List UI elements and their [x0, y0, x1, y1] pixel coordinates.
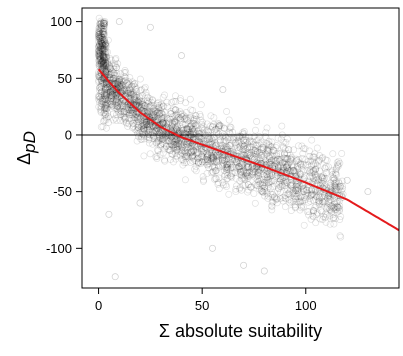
- data-point: [162, 92, 168, 98]
- data-point: [137, 76, 143, 82]
- data-point: [147, 24, 153, 30]
- data-point: [182, 177, 188, 183]
- data-point: [269, 207, 275, 213]
- x-tick-label: 50: [195, 298, 209, 313]
- y-axis: 100 50 0 -50 -100: [46, 14, 82, 256]
- data-point: [178, 53, 184, 59]
- data-point: [220, 87, 226, 93]
- data-point: [216, 186, 222, 192]
- data-point: [251, 191, 257, 197]
- data-point: [241, 262, 247, 268]
- data-point: [106, 211, 112, 217]
- data-point: [198, 102, 204, 108]
- data-point: [252, 200, 258, 206]
- data-point: [209, 245, 215, 251]
- data-point: [313, 220, 319, 226]
- data-point: [254, 118, 260, 124]
- y-tick-label: 50: [58, 71, 72, 86]
- data-point: [261, 268, 267, 274]
- x-axis: 0 50 100: [95, 288, 317, 313]
- data-point: [141, 153, 147, 159]
- data-point: [309, 137, 315, 143]
- data-point: [147, 151, 153, 157]
- x-axis-title: Σ absolute suitability: [159, 321, 322, 341]
- data-point: [112, 274, 118, 280]
- y-tick-label: 0: [65, 127, 72, 142]
- data-point: [252, 127, 258, 133]
- data-point: [137, 200, 143, 206]
- data-point: [226, 117, 232, 123]
- data-point: [339, 150, 345, 156]
- data-point: [365, 189, 371, 195]
- data-point: [116, 19, 122, 25]
- data-point: [284, 136, 290, 142]
- data-point: [204, 171, 210, 177]
- data-point: [226, 191, 232, 197]
- y-tick-label: -50: [53, 184, 72, 199]
- data-point: [279, 123, 285, 129]
- data-point: [314, 145, 320, 151]
- data-point: [224, 108, 230, 114]
- x-tick-label: 0: [95, 298, 102, 313]
- data-point: [187, 96, 193, 102]
- data-point: [330, 151, 336, 157]
- data-point: [193, 168, 199, 174]
- y-axis-title-subscript: pD: [20, 131, 39, 154]
- data-point: [198, 117, 204, 123]
- data-point: [282, 204, 288, 210]
- y-tick-label: 100: [50, 14, 72, 29]
- y-axis-title: ΔpD: [14, 131, 39, 165]
- data-point: [301, 222, 307, 228]
- y-tick-label: -100: [46, 241, 72, 256]
- y-axis-title-symbol: Δ: [14, 153, 34, 165]
- data-point: [264, 125, 270, 131]
- x-tick-label: 100: [295, 298, 317, 313]
- points-layer: [96, 15, 372, 280]
